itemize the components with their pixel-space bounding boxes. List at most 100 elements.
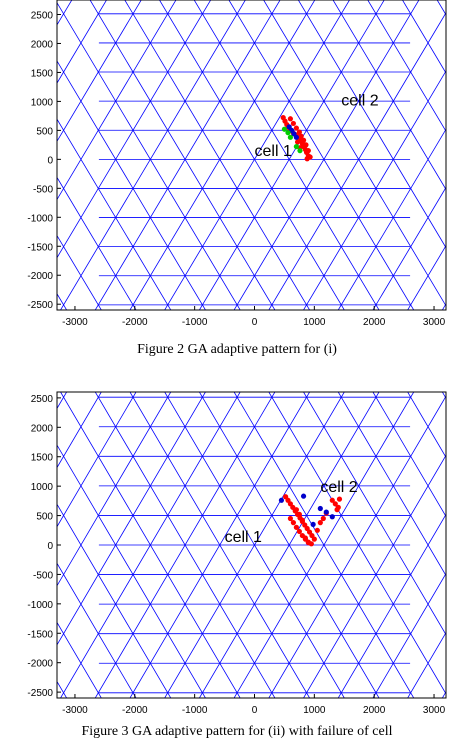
data-point [332,501,338,507]
x-tick-label: -3000 [62,705,88,716]
data-point [329,497,335,503]
cell-edge [0,380,4,710]
cell-edge [332,0,446,191]
y-tick-label: 1000 [31,97,54,108]
y-tick-label: -500 [33,570,53,581]
y-tick-label: 1000 [31,482,54,493]
cell-edge [129,392,311,698]
data-point [305,540,311,546]
cell-annotation: cell 1 [254,143,291,160]
cell-edge [89,0,276,310]
data-point [285,130,291,136]
y-tick-label: 1500 [31,453,54,464]
data-point [290,520,296,526]
y-tick-label: 0 [47,155,53,166]
data-point [300,137,307,143]
x-tick-label: -1000 [182,705,208,716]
y-tick-label: 0 [47,541,53,552]
data-point [336,496,343,502]
data-point [303,142,309,148]
cell-edge [57,444,206,698]
plot-panel-1: -3000 -2000 -1000 0 1000 2000 3000 -2500 -2000 -1… [0,0,474,328]
y-tick-label: -2500 [27,300,53,311]
cell-edge [57,234,102,310]
data-point [302,535,308,541]
cell-edge [57,118,172,310]
cell-edge [372,392,446,518]
cell-edge [57,562,137,698]
data-point [314,527,320,533]
cell-annotation: cell 1 [225,529,262,546]
data-point [323,509,329,515]
plot-panel-2: -3000 -2000 -1000 0 1000 2000 3000 -2500 -2000 -1… [0,380,474,716]
cell-edge [57,392,137,528]
cell-edge [198,392,380,698]
y-tick-label: -1500 [27,242,53,253]
cell-edge [407,631,446,698]
cell-edge [57,2,241,310]
cell-edge [164,392,345,698]
cell-edge [57,0,142,143]
cell-edge [441,690,446,698]
cell-edge [401,0,446,74]
cell-edge [470,0,474,322]
y-tick-label: -2000 [27,271,53,282]
y-tick-label: -2500 [27,688,53,699]
cell-edge [94,392,276,698]
x-tick-label: -2000 [122,317,148,328]
data-point [281,126,288,132]
data-point [293,143,299,150]
data-point [298,133,304,139]
data-point [293,507,299,513]
cell-edge [337,392,446,577]
cell-edge [124,0,311,310]
cell-edge [407,392,446,459]
data-point [317,505,323,512]
cell-edge [372,186,446,310]
x-tick-label: 3000 [423,317,446,328]
cell-edge [0,0,4,322]
y-tick-label: 2500 [31,10,54,21]
data-point [293,134,299,140]
cell-edge [57,60,206,310]
cell-grid-lines [0,380,474,710]
y-tick-label: 500 [36,126,53,137]
cell-edge [193,0,380,310]
cell-edge [0,0,4,322]
x-tick-label: 3000 [423,705,446,716]
data-point [293,125,299,131]
y-tick-label: 500 [36,512,53,523]
cell-edge [233,392,415,698]
data-point [287,134,293,140]
cell-edge [57,621,102,698]
data-point [296,511,302,517]
cell-edge [470,0,474,322]
y-tick-label: 2000 [31,39,54,50]
cell-edge [263,0,446,307]
data-point [287,116,293,122]
data-point [287,515,293,522]
cell-edge [303,392,446,636]
data-point [297,148,303,154]
cell-edge [441,303,446,310]
cell-edge [268,392,446,695]
y-tick-label: -1500 [27,629,53,640]
data-point [317,520,323,526]
data-point [311,536,317,542]
cell-edge [57,176,137,310]
figure-2-caption: Figure 2 GA adaptive pattern for (i) [137,342,337,357]
cell-edge [470,380,474,710]
cell-edge [159,0,345,310]
x-tick-label: 0 [252,705,258,716]
data-point [278,497,285,503]
cell-annotation: cell 2 [320,479,357,496]
data-point [334,507,340,513]
data-point [310,521,316,528]
data-point [300,493,307,499]
cell-edge [407,244,446,310]
cell-annotation: cell 2 [341,92,378,109]
cell-edge [372,572,446,698]
cell-edge [228,0,415,310]
x-tick-label: -3000 [62,317,88,328]
